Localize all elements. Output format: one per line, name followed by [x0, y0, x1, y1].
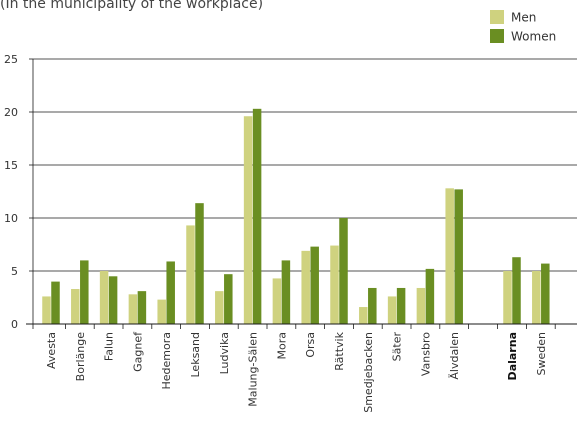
y-tick-label-20: 20	[4, 106, 18, 119]
legend-swatch-men	[490, 10, 504, 24]
bar-women-2	[108, 276, 118, 324]
x-category-label-1: Borlänge	[74, 332, 87, 382]
bar-women-15	[512, 257, 521, 324]
bar-women-3	[137, 291, 147, 324]
x-category-label-7: Malung-Sälen	[247, 332, 260, 407]
bar-women-14	[454, 189, 463, 324]
x-category-label-2: Falun	[103, 332, 116, 361]
bar-women-4	[166, 261, 175, 324]
legend-label-men: Men	[511, 11, 536, 25]
bar-women-12	[396, 287, 406, 324]
x-category-label-3: Gagnef	[131, 331, 144, 372]
bar-men-13	[416, 287, 426, 324]
y-tick-label-5: 5	[11, 265, 18, 278]
bar-men-9	[301, 250, 310, 324]
x-category-label-8: Mora	[275, 332, 288, 359]
bar-women-8	[281, 260, 291, 324]
y-tick-label-10: 10	[4, 212, 18, 225]
x-category-label-5: Leksand	[189, 332, 202, 378]
bar-women-11	[368, 287, 377, 324]
bar-women-9	[310, 246, 319, 324]
x-category-label-4: Hedemora	[160, 332, 173, 390]
x-category-label-16: Sweden	[535, 332, 548, 375]
bar-women-10	[339, 218, 348, 324]
bar-men-2	[99, 271, 109, 324]
bar-women-6	[224, 274, 233, 324]
bar-women-0	[51, 281, 60, 324]
bar-men-12	[387, 296, 397, 324]
bar-men-4	[157, 299, 166, 324]
bar-men-11	[359, 307, 368, 324]
x-category-label-6: Ludvika	[218, 332, 231, 374]
bar-women-1	[80, 260, 89, 324]
bar-women-13	[425, 268, 435, 324]
x-category-label-14: Älvdalen	[448, 332, 461, 380]
bar-women-5	[195, 203, 204, 324]
x-category-label-0: Avesta	[45, 332, 58, 369]
x-category-label-10: Rättvik	[333, 331, 346, 370]
legend-label-women: Women	[511, 30, 556, 44]
bar-women-7	[252, 108, 262, 324]
y-tick-label-0: 0	[11, 318, 18, 331]
bar-men-8	[272, 278, 282, 324]
y-tick-label-25: 25	[4, 53, 18, 66]
bar-men-15	[503, 271, 512, 324]
bar-men-10	[330, 245, 339, 324]
bar-men-6	[215, 291, 224, 324]
chart-subtitle: (In the municipality of the workplace)	[0, 0, 264, 12]
bar-men-7	[243, 116, 253, 325]
x-category-label-12: Säter	[391, 332, 404, 362]
x-category-label-13: Vansbro	[419, 332, 432, 376]
bar-women-16	[541, 263, 550, 324]
bar-men-14	[445, 188, 454, 324]
x-category-label-11: Smedjebacken	[362, 332, 375, 413]
bar-men-0	[42, 296, 51, 324]
x-category-label-15: Dalarna	[506, 332, 519, 380]
legend-swatch-women	[490, 29, 504, 43]
bar-men-1	[71, 289, 80, 324]
y-tick-label-15: 15	[4, 159, 18, 172]
bar-men-5	[186, 225, 195, 324]
x-category-label-9: Orsa	[304, 332, 317, 358]
bar-men-3	[128, 294, 138, 324]
bar-men-16	[532, 271, 541, 324]
